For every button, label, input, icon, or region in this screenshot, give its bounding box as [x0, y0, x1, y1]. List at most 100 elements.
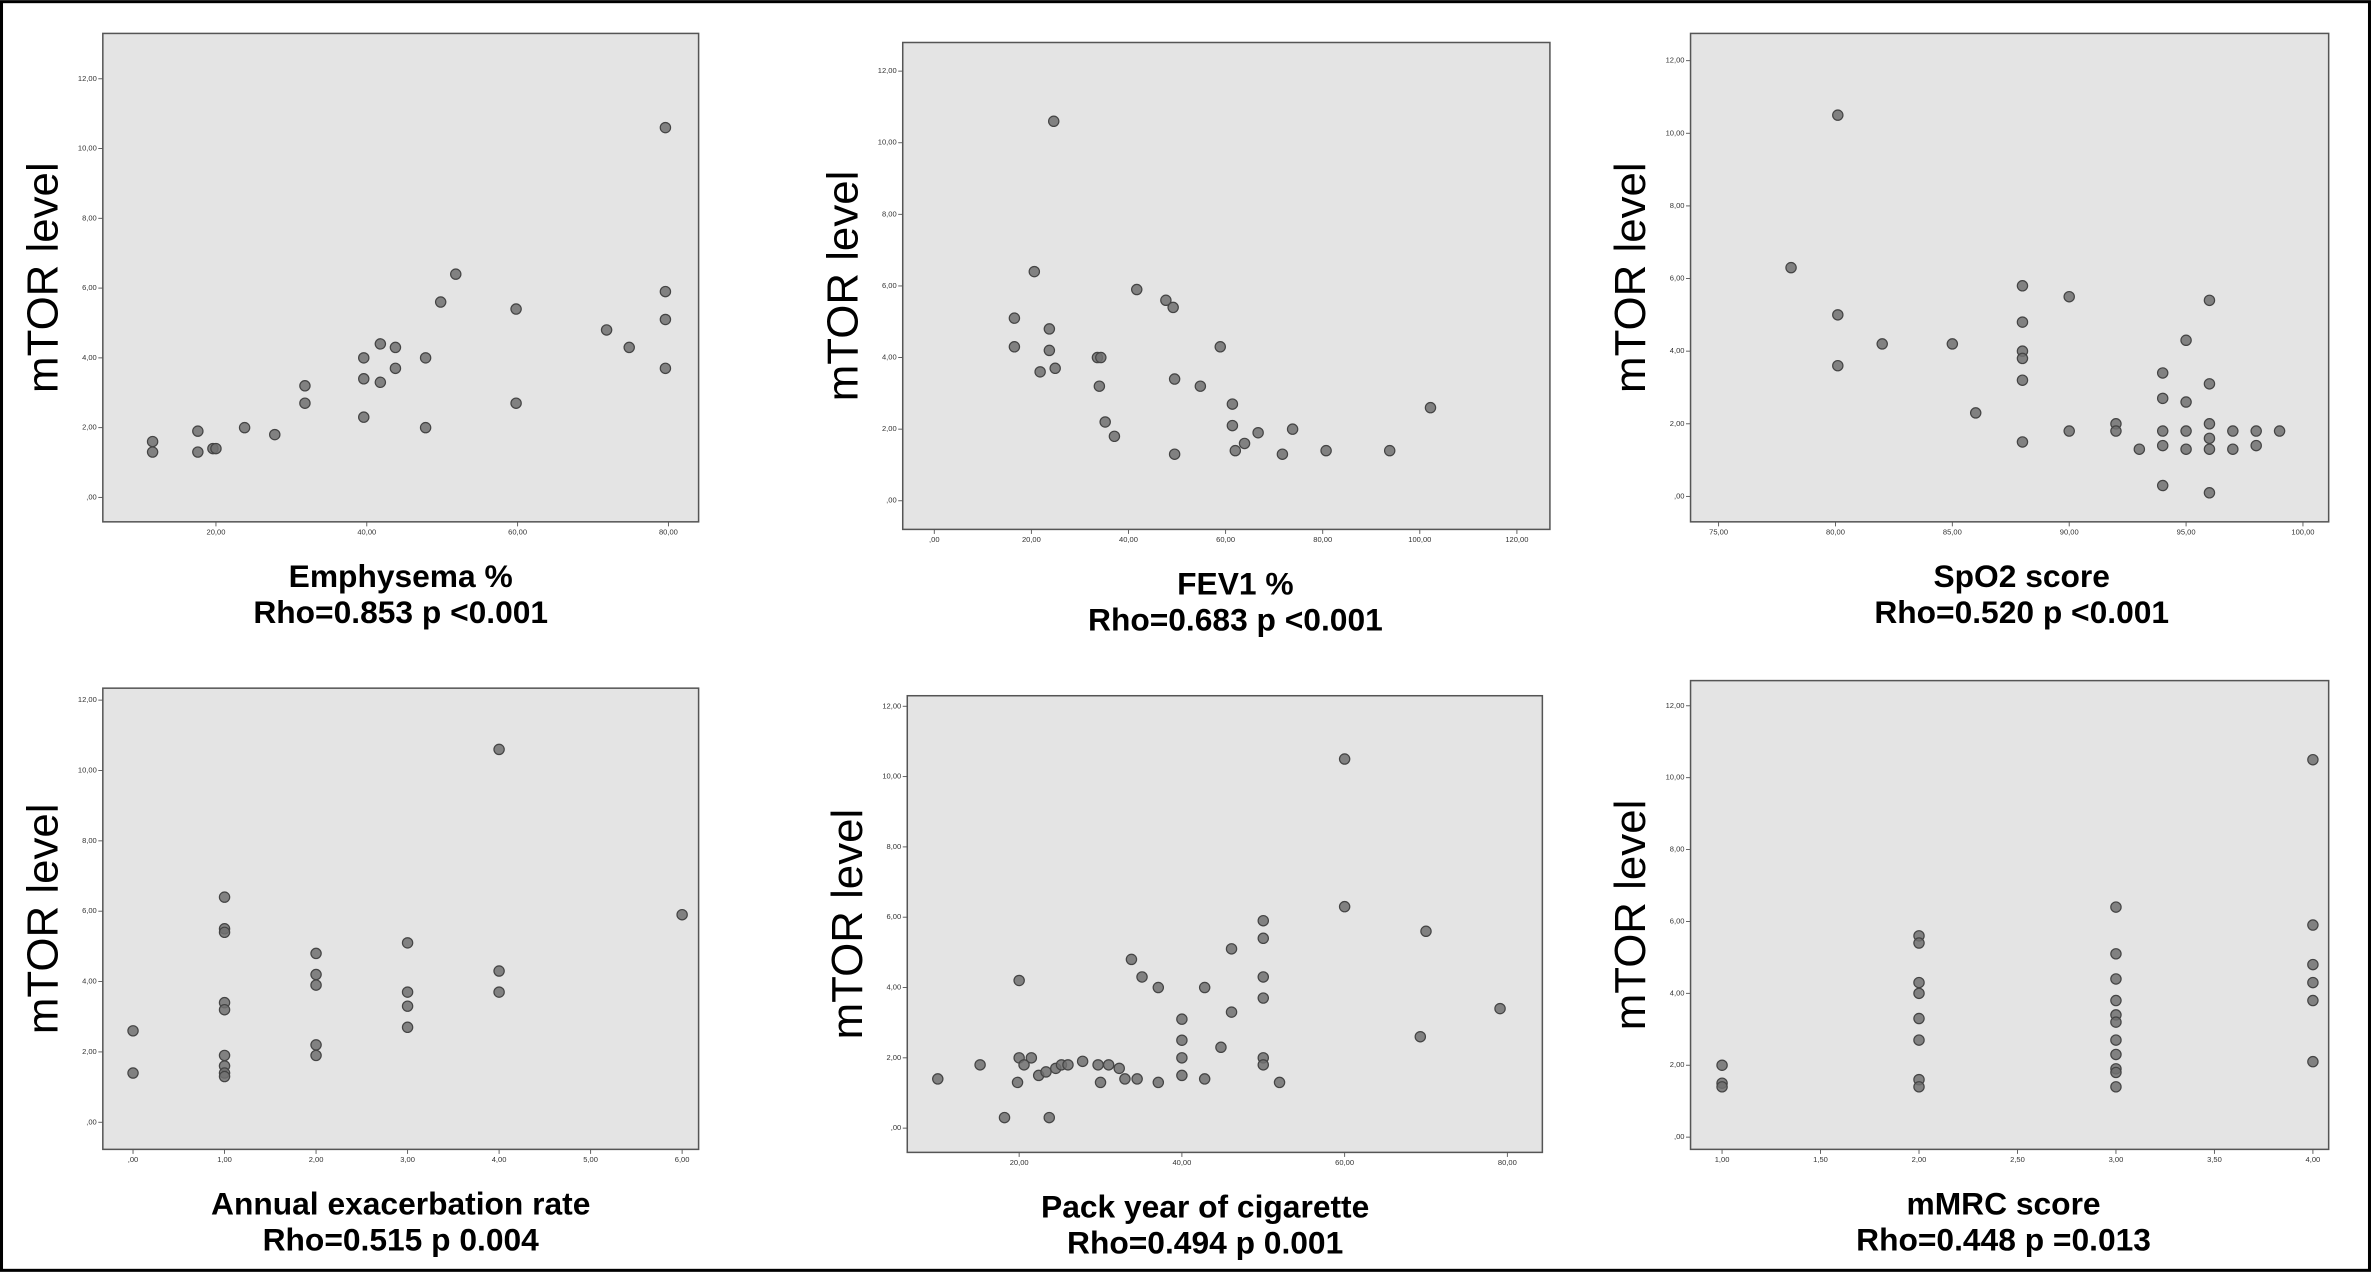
- x-tick-label: 20,00: [1022, 535, 1041, 544]
- y-axis-label: mTOR level: [818, 171, 867, 402]
- y-tick-label: ,00: [886, 496, 897, 505]
- y-tick-label: 6,00: [82, 906, 97, 915]
- point: [1257, 914, 1270, 927]
- y-tick-label: 2,00: [82, 1047, 97, 1056]
- point: [127, 1025, 139, 1037]
- point: [2307, 976, 2319, 989]
- point: [1176, 1052, 1188, 1064]
- point: [127, 1067, 139, 1079]
- point: [493, 743, 505, 756]
- point: [1025, 1052, 1038, 1064]
- point: [401, 986, 414, 998]
- x-tick-label: 5,00: [583, 1155, 598, 1164]
- point: [1414, 1030, 1427, 1043]
- x-tick-label: 80,00: [659, 527, 678, 536]
- point: [1913, 976, 1925, 989]
- point: [1198, 981, 1211, 994]
- point: [2307, 919, 2319, 931]
- point: [2250, 425, 2262, 437]
- y-tick-label: 4,00: [1670, 988, 1685, 997]
- annotation: Rho=0.448 p =0.013: [1856, 1222, 2151, 1258]
- point: [2110, 425, 2122, 437]
- point: [1047, 115, 1060, 128]
- y-axis-label: mTOR level: [1606, 162, 1655, 393]
- x-tick-label: 1,00: [217, 1155, 232, 1164]
- point: [1424, 401, 1437, 414]
- point: [389, 341, 402, 354]
- point: [218, 1049, 231, 1062]
- point: [419, 352, 432, 364]
- point: [510, 303, 522, 315]
- x-tick-label: 40,00: [1172, 1158, 1191, 1167]
- y-tick-label: 4,00: [82, 977, 97, 986]
- point: [2133, 443, 2146, 455]
- point: [600, 324, 613, 336]
- x-tick-label: 60,00: [508, 527, 527, 536]
- x-tick-label: 80,00: [1826, 527, 1845, 536]
- plot-area: [906, 694, 1544, 1154]
- point: [1011, 1076, 1024, 1089]
- point: [210, 442, 222, 455]
- point: [1832, 359, 1844, 372]
- point: [310, 1039, 322, 1051]
- point: [676, 908, 688, 921]
- point: [2227, 425, 2239, 437]
- x-axis-label: SpO2 score: [1933, 558, 2109, 594]
- point: [1238, 437, 1251, 450]
- point: [2110, 901, 2122, 913]
- point: [299, 380, 311, 392]
- x-tick-label: 3,50: [2207, 1155, 2222, 1164]
- point: [1131, 283, 1143, 296]
- point: [192, 446, 204, 458]
- point: [1176, 1013, 1188, 1025]
- point: [2110, 1081, 2122, 1093]
- point: [1969, 407, 1982, 419]
- point: [1832, 309, 1844, 321]
- point: [146, 446, 159, 458]
- point: [1094, 1076, 1107, 1089]
- point: [1113, 1062, 1125, 1075]
- x-tick-label: 4,00: [492, 1155, 507, 1164]
- y-tick-label: 2,00: [882, 424, 897, 433]
- point: [419, 421, 432, 434]
- point: [2016, 352, 2029, 365]
- y-tick-label: ,00: [86, 492, 97, 501]
- x-axis-label: Pack year of cigarette: [1041, 1188, 1369, 1224]
- point: [1214, 341, 1227, 353]
- y-tick-label: 12,00: [78, 74, 97, 83]
- y-tick-label: 4,00: [882, 353, 897, 362]
- point: [1119, 1073, 1131, 1085]
- y-tick-label: 10,00: [1666, 128, 1685, 137]
- y-tick-label: 2,00: [82, 423, 97, 432]
- point: [659, 313, 672, 326]
- point: [1176, 1069, 1188, 1082]
- point: [389, 362, 402, 375]
- point: [310, 979, 322, 991]
- point: [2203, 487, 2216, 499]
- point: [974, 1059, 986, 1071]
- point: [1076, 1055, 1089, 1068]
- point: [2227, 443, 2239, 455]
- point: [1876, 338, 1888, 350]
- x-axis-label: mMRC score: [1907, 1185, 2101, 1221]
- point: [1946, 338, 1959, 350]
- x-tick-label: 2,00: [309, 1155, 324, 1164]
- point: [1913, 1012, 1925, 1025]
- x-tick-label: 40,00: [357, 527, 376, 536]
- x-tick-label: 20,00: [1010, 1158, 1029, 1167]
- point: [1040, 1066, 1052, 1078]
- point: [2307, 994, 2319, 1007]
- y-tick-label: 4,00: [887, 983, 902, 992]
- point: [1215, 1041, 1227, 1054]
- point: [2273, 425, 2286, 437]
- point: [2203, 432, 2216, 445]
- point: [2110, 1066, 2122, 1079]
- point: [2110, 1048, 2122, 1061]
- point: [192, 425, 204, 437]
- x-tick-label: 90,00: [2060, 527, 2079, 536]
- point: [1131, 1073, 1143, 1085]
- point: [2156, 479, 2169, 492]
- point: [1252, 426, 1264, 439]
- point: [358, 352, 370, 364]
